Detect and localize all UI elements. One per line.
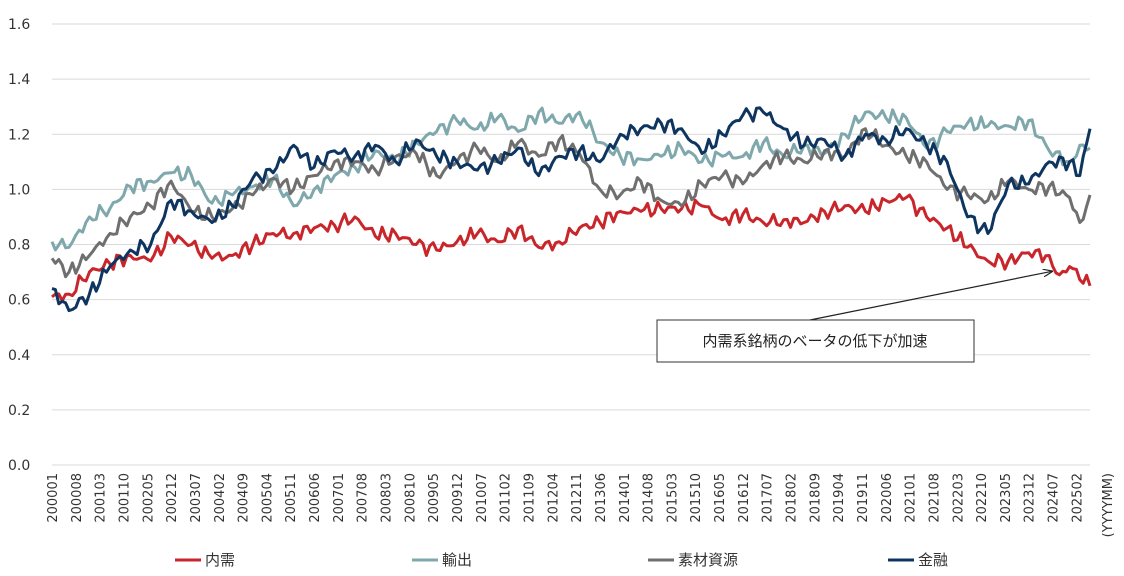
x-tick-label: 201007 — [475, 473, 490, 523]
x-tick-label: 202108 — [927, 473, 942, 523]
x-tick-label: 200803 — [380, 473, 395, 523]
y-tick-label: 1.4 — [8, 72, 30, 88]
series-line — [50, 127, 1092, 279]
x-tick-label: 201809 — [808, 473, 823, 523]
x-tick-label: 201211 — [570, 473, 585, 523]
x-tick-label: 202210 — [975, 473, 990, 523]
x-tick-label: 201911 — [856, 473, 871, 523]
x-tick-label: 200001 — [46, 473, 61, 523]
legend-item: 金融 — [888, 551, 948, 569]
x-tick-label: 202101 — [904, 473, 919, 523]
legend-label: 内需 — [205, 551, 235, 569]
y-tick-label: 1.2 — [8, 127, 30, 143]
x-tick-label: 201401 — [618, 473, 633, 523]
x-tick-label: 202312 — [1023, 473, 1038, 523]
annotation: 内需系銘柄のベータの低下が加速 — [656, 271, 1052, 363]
x-tick-label: 200708 — [356, 473, 371, 523]
y-tick-label: 1.0 — [8, 182, 30, 198]
x-tick-label: 201904 — [832, 473, 847, 523]
x-tick-label: 201612 — [737, 473, 752, 523]
legend-label: 金融 — [918, 551, 948, 569]
x-tick-label: 200008 — [70, 473, 85, 523]
x-axis-unit-label: (YYYYMM) — [1101, 473, 1116, 537]
x-tick-label: 200511 — [284, 473, 299, 523]
legend-item: 内需 — [175, 551, 235, 569]
series-line — [50, 106, 1091, 252]
x-tick-label: 200205 — [141, 473, 156, 523]
x-tick-label: 201503 — [665, 473, 680, 523]
annotation-arrow — [809, 271, 1052, 321]
series-line — [51, 106, 1092, 313]
x-tick-label: 202305 — [999, 473, 1014, 523]
y-tick-label: 0.2 — [8, 403, 30, 419]
x-tick-label: 200212 — [165, 473, 180, 523]
x-tick-label: 200810 — [403, 473, 418, 523]
x-tick-label: 201802 — [785, 473, 800, 523]
series-line — [51, 193, 1092, 303]
legend-item: 素材資源 — [648, 551, 738, 569]
x-tick-label: 200606 — [308, 473, 323, 523]
x-tick-label: 201707 — [761, 473, 776, 523]
x-tick-label: 201204 — [546, 473, 561, 523]
x-tick-label: 200504 — [260, 473, 275, 523]
x-tick-label: 202502 — [1070, 473, 1085, 523]
y-tick-label: 0.0 — [8, 458, 30, 474]
y-axis: 0.0 0.2 0.4 0.6 0.8 1.0 1.2 1.4 1.6 — [8, 17, 30, 474]
series-lines — [50, 106, 1092, 313]
y-tick-label: 1.6 — [8, 17, 30, 33]
x-tick-label: 201306 — [594, 473, 609, 523]
x-tick-label: 200905 — [427, 473, 442, 523]
y-tick-label: 0.6 — [8, 293, 30, 309]
x-tick-label: 200402 — [213, 473, 228, 523]
x-tick-label: 200701 — [332, 473, 347, 523]
annotation-text: 内需系銘柄のベータの低下が加速 — [702, 332, 927, 350]
legend-label: 素材資源 — [678, 551, 738, 569]
x-tick-label: 201605 — [713, 473, 728, 523]
x-tick-label: 200409 — [237, 473, 252, 523]
x-tick-label: 201408 — [642, 473, 657, 523]
annotation-box — [656, 319, 975, 363]
x-axis: 200001 200008 200103 200110 200205 200212 2003… — [46, 473, 1085, 523]
x-tick-label: 202006 — [880, 473, 895, 523]
x-tick-label: 201102 — [499, 473, 514, 523]
x-tick-label: 200110 — [117, 473, 132, 523]
x-tick-label: 200912 — [451, 473, 466, 523]
legend-item: 輸出 — [412, 551, 472, 569]
x-tick-label: 202203 — [951, 473, 966, 523]
x-tick-label: 202407 — [1047, 473, 1062, 523]
x-tick-label: 200307 — [189, 473, 204, 523]
legend-label: 輸出 — [442, 551, 472, 569]
y-tick-label: 0.8 — [8, 238, 30, 254]
y-tick-label: 0.4 — [8, 348, 30, 364]
x-tick-label: 201109 — [522, 473, 537, 523]
gridlines — [52, 23, 1090, 466]
x-tick-label: 201510 — [689, 473, 704, 523]
legend: 内需 輸出 素材資源 金融 — [175, 551, 948, 569]
x-tick-label: 200103 — [94, 473, 109, 523]
